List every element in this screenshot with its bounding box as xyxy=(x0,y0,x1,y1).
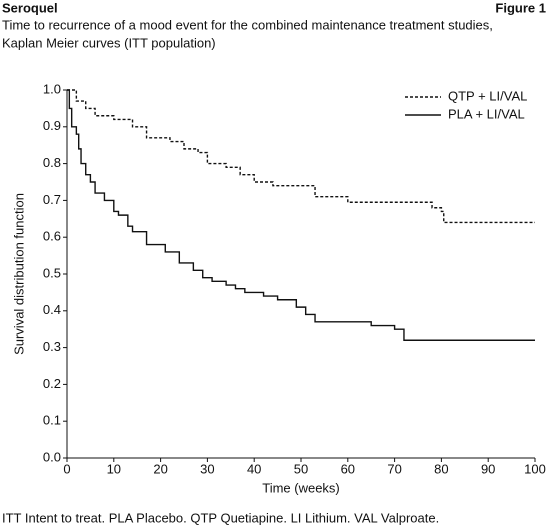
x-tick-label: 0 xyxy=(63,461,70,476)
legend-label: PLA + LI/VAL xyxy=(448,106,525,121)
x-axis-label: Time (weeks) xyxy=(262,480,340,495)
y-tick-label: 0.3 xyxy=(43,339,61,354)
legend-label: QTP + LI/VAL xyxy=(448,88,527,103)
chart-title: Kaplan Meier curves (ITT population) xyxy=(2,35,216,50)
y-tick-label: 0.4 xyxy=(43,302,61,317)
y-tick-label: 0.6 xyxy=(43,229,61,244)
y-tick-label: 0.8 xyxy=(43,155,61,170)
x-tick-label: 50 xyxy=(294,461,308,476)
x-tick-label: 40 xyxy=(247,461,261,476)
chart-title: Time to recurrence of a mood event for t… xyxy=(2,17,493,32)
footnote: ITT Intent to treat. PLA Placebo. QTP Qu… xyxy=(2,510,439,525)
y-tick-label: 0.9 xyxy=(43,118,61,133)
x-tick-label: 80 xyxy=(434,461,448,476)
header-right: Figure 1 xyxy=(495,0,546,15)
x-tick-label: 90 xyxy=(481,461,495,476)
x-tick-label: 10 xyxy=(107,461,121,476)
y-tick-label: 0.0 xyxy=(43,449,61,464)
x-tick-label: 100 xyxy=(524,461,546,476)
y-tick-label: 1.0 xyxy=(43,81,61,96)
header-left: Seroquel xyxy=(2,0,58,15)
y-tick-label: 0.7 xyxy=(43,192,61,207)
y-tick-label: 0.1 xyxy=(43,413,61,428)
x-tick-label: 30 xyxy=(200,461,214,476)
survival-curve xyxy=(67,89,535,224)
x-tick-label: 70 xyxy=(387,461,401,476)
x-tick-label: 60 xyxy=(341,461,355,476)
y-tick-label: 0.2 xyxy=(43,376,61,391)
x-tick-label: 20 xyxy=(153,461,167,476)
y-axis-label: Survival distribution function xyxy=(11,193,26,355)
survival-curve xyxy=(67,89,535,341)
y-tick-label: 0.5 xyxy=(43,265,61,280)
